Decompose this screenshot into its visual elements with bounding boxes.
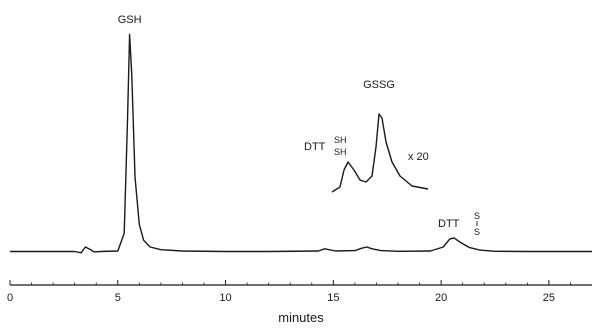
x-axis-title: minutes xyxy=(278,310,324,325)
inset-scale-label: x 20 xyxy=(408,151,429,163)
peak-label-dtt-s-bottom: S xyxy=(474,227,480,237)
x-tick-label: 25 xyxy=(543,292,555,304)
peak-label-dtt-reduced: DTT xyxy=(304,141,326,153)
peak-label-dtt-oxidized: DTT xyxy=(438,218,460,230)
peak-label-dtt-sh-bottom: SH xyxy=(334,147,347,157)
x-tick-label: 0 xyxy=(7,292,13,304)
inset-trace xyxy=(331,113,429,193)
x-tick-label: 10 xyxy=(219,292,231,304)
peak-label-gssg: GSSG xyxy=(363,79,395,91)
x-tick-label: 15 xyxy=(327,292,339,304)
peak-label-dtt-s-top: S xyxy=(474,211,480,221)
x-tick-label: 20 xyxy=(435,292,447,304)
chromatogram-trace xyxy=(10,33,592,254)
peak-label-dtt-sh-top: SH xyxy=(334,135,347,145)
peak-label-gsh: GSH xyxy=(118,14,142,26)
x-tick-label: 5 xyxy=(115,292,121,304)
